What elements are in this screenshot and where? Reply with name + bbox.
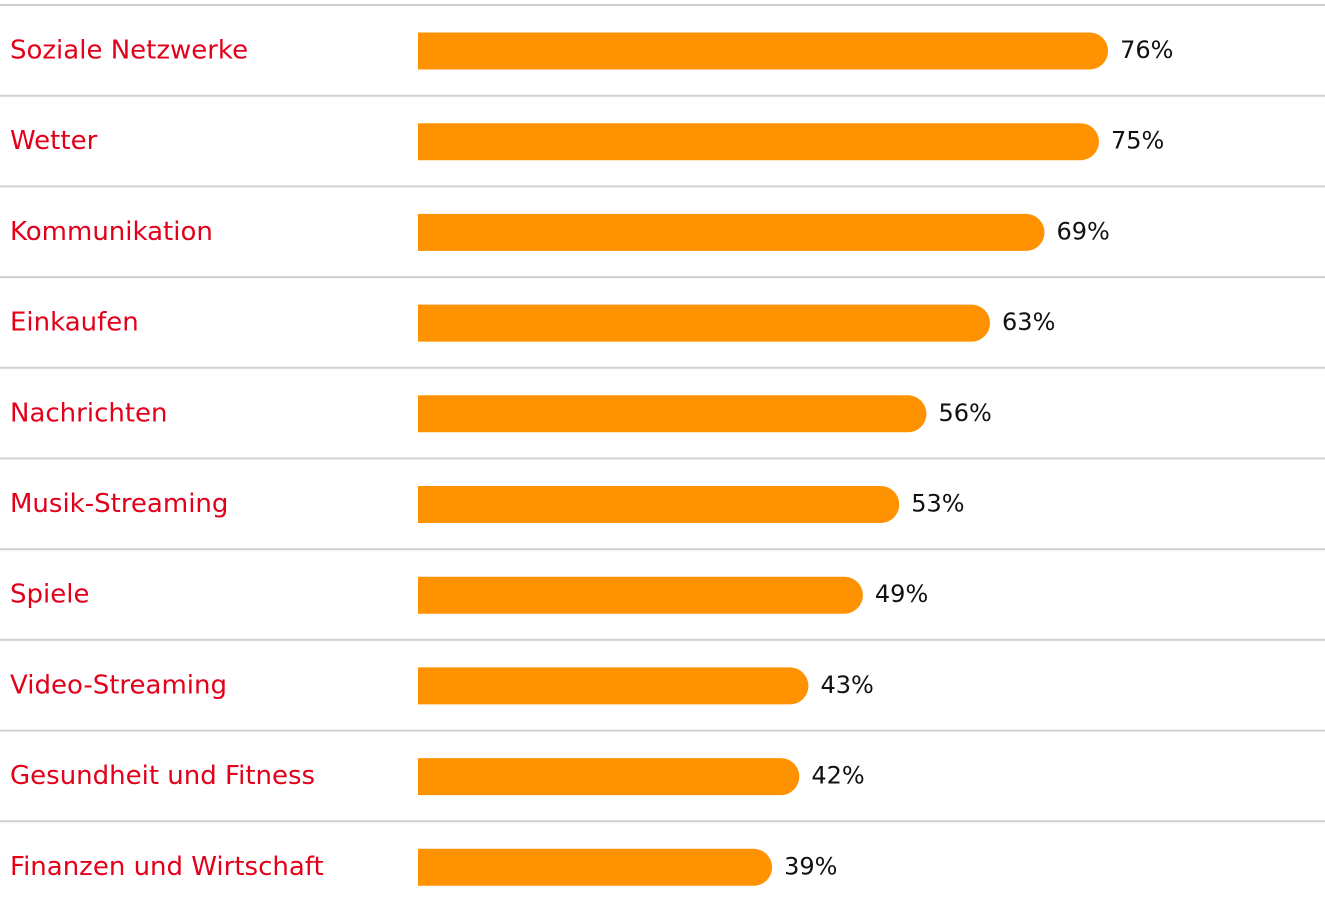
category-label: Spiele (10, 580, 89, 610)
category-label: Video-Streaming (10, 670, 227, 700)
bar (418, 576, 863, 614)
value-label: 42% (811, 762, 864, 790)
bar (418, 123, 1099, 161)
category-label: Einkaufen (10, 308, 139, 338)
bar (418, 667, 809, 705)
category-label: Soziale Netzwerke (10, 36, 248, 66)
category-label: Nachrichten (10, 398, 168, 428)
value-label: 43% (820, 671, 873, 699)
category-label: Wetter (10, 126, 98, 156)
bar (418, 758, 800, 796)
category-label: Kommunikation (10, 217, 213, 247)
value-label: 63% (1002, 308, 1055, 336)
bar (418, 395, 927, 433)
bar (418, 213, 1045, 251)
category-label: Finanzen und Wirtschaft (10, 852, 324, 882)
bar (418, 32, 1109, 70)
bar (418, 304, 991, 342)
value-label: 69% (1057, 217, 1110, 245)
bar (418, 848, 773, 886)
bar (418, 486, 900, 523)
category-label: Musik-Streaming (10, 489, 228, 519)
value-label: 53% (911, 490, 964, 518)
category-label: Gesundheit und Fitness (10, 761, 315, 791)
value-label: 39% (784, 852, 837, 880)
value-label: 76% (1120, 36, 1173, 64)
value-label: 56% (938, 399, 991, 427)
value-label: 75% (1111, 127, 1164, 155)
value-label: 49% (875, 580, 928, 608)
